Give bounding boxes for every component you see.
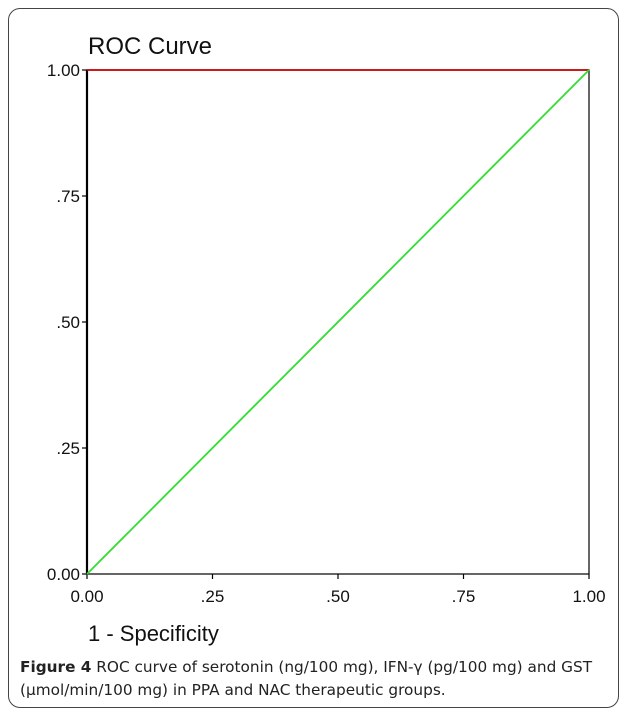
x-tick-label: 1.00	[572, 587, 605, 606]
x-tick-label: 0.00	[70, 587, 103, 606]
series-line-3	[86, 69, 590, 575]
y-tick-label: 0.00	[47, 565, 80, 584]
x-tick-label: .75	[452, 587, 476, 606]
y-tick-label: .50	[56, 313, 80, 332]
caption-label: Figure 4	[20, 658, 92, 676]
x-axis-label: 1 - Specificity	[88, 621, 219, 646]
caption-text: ROC curve of serotonin (ng/100 mg), IFN-…	[20, 658, 593, 699]
y-tick-label: .75	[56, 187, 80, 206]
figure-frame	[8, 8, 619, 708]
x-tick-label: .25	[201, 587, 225, 606]
series-lines	[85, 69, 590, 575]
x-tick-label: .50	[326, 587, 350, 606]
figure-caption: Figure 4 ROC curve of serotonin (ng/100 …	[20, 656, 618, 702]
chart-title: ROC Curve	[88, 33, 212, 60]
y-tick-label: .25	[56, 439, 80, 458]
y-tick-label: 1.00	[47, 61, 80, 80]
